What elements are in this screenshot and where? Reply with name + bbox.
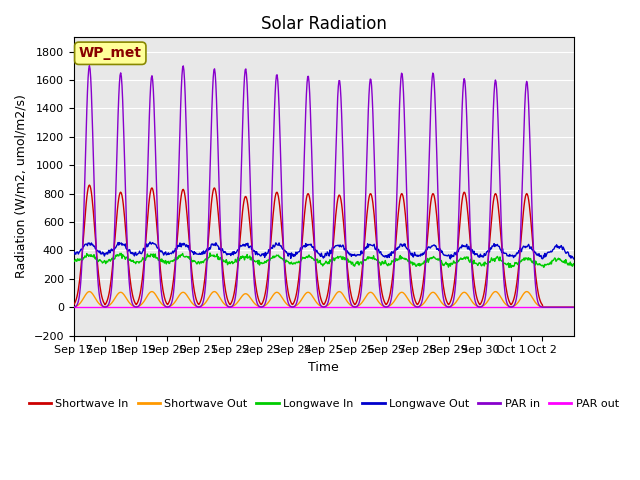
Text: WP_met: WP_met [79, 46, 142, 60]
Legend: Shortwave In, Shortwave Out, Longwave In, Longwave Out, PAR in, PAR out: Shortwave In, Shortwave Out, Longwave In… [24, 395, 623, 414]
Y-axis label: Radiation (W/m2, umol/m2/s): Radiation (W/m2, umol/m2/s) [15, 95, 28, 278]
X-axis label: Time: Time [308, 361, 339, 374]
Title: Solar Radiation: Solar Radiation [260, 15, 387, 33]
